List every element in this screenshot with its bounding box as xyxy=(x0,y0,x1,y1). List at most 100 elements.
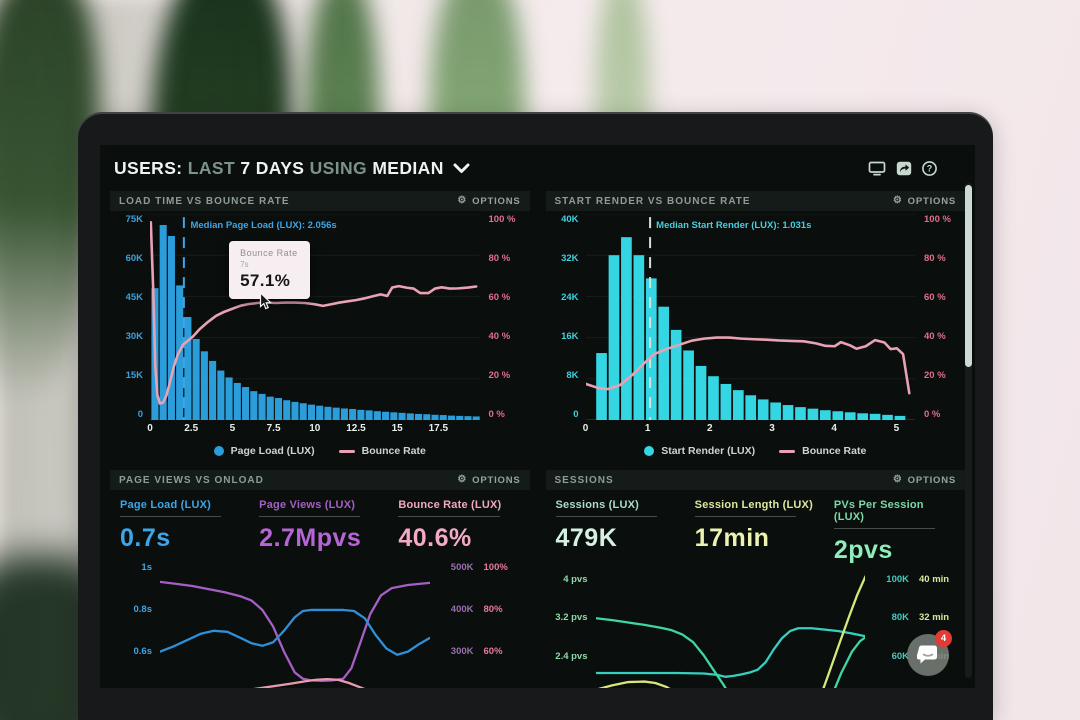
x-axis-label: 4 xyxy=(831,423,837,434)
y-axis-label-part: 60K xyxy=(891,650,909,662)
scrollbar-track[interactable] xyxy=(965,183,972,678)
y-axis-label: 3.2 pvs xyxy=(555,612,588,624)
title-segment: USERS: xyxy=(114,157,188,178)
y-axis-label: 45K xyxy=(125,292,143,303)
panel-title: PAGE VIEWS VS ONLOAD xyxy=(119,474,264,486)
median-annotation: Median Start Render (LUX): 1.031s xyxy=(656,220,812,232)
x-axis-label: 3 xyxy=(769,423,775,434)
gear-icon: ⚙ xyxy=(892,195,903,206)
notification-badge: 4 xyxy=(935,630,952,647)
y-axis-label-part: 20 % xyxy=(488,370,511,381)
tooltip-title: Bounce Rate xyxy=(240,247,298,258)
panel-title: START RENDER VS BOUNCE RATE xyxy=(554,195,751,207)
panel-title: SESSIONS xyxy=(554,474,614,486)
y-axis-label: 100 % xyxy=(489,214,516,225)
y-axis-label: 0.6s xyxy=(133,646,153,657)
legend-item[interactable]: Page Load (LUX) xyxy=(213,445,315,457)
y-axis-label: 75K xyxy=(125,214,143,225)
y-axis-label: 60K xyxy=(125,253,143,264)
y-axis-label: 0 % xyxy=(924,409,940,420)
y-axis-label: 500K 100% xyxy=(440,562,508,573)
x-axis-label: 0 xyxy=(147,423,153,434)
help-icon[interactable]: ? xyxy=(922,160,937,176)
x-axis-label: 15 xyxy=(391,423,403,434)
metric-label: Bounce Rate (LUX) xyxy=(398,499,502,511)
gear-icon: ⚙ xyxy=(892,474,903,485)
panel-title-bar: LOAD TIME VS BOUNCE RATE ⚙ OPTIONS xyxy=(110,191,530,211)
metric: PVs Per Session (LUX) 2pvs xyxy=(833,499,955,565)
metric: Sessions (LUX) 479K xyxy=(555,499,677,565)
y-axis-label: 4 pvs xyxy=(563,574,588,585)
scrollbar-thumb[interactable] xyxy=(965,185,972,367)
plot-area: Median Page Load (LUX): 2.056s Bounce Ra… xyxy=(150,214,480,420)
metric-underline xyxy=(694,516,796,517)
metric-underline xyxy=(259,516,361,517)
y-axis-label-part: 60 % xyxy=(488,292,511,303)
panel-title-bar: START RENDER VS BOUNCE RATE ⚙ OPTIONS xyxy=(545,191,965,211)
metric-value: 0.7s xyxy=(120,524,171,552)
y-axis-label: 80 % xyxy=(924,253,946,264)
users-range-dropdown[interactable]: USERS: LAST 7 DAYS USING MEDIAN xyxy=(114,158,470,179)
legend-item[interactable]: Bounce Rate xyxy=(779,445,866,457)
x-axis-label: 10 xyxy=(309,423,321,434)
display-icon[interactable] xyxy=(868,161,886,176)
y-axis-label-part: 60% xyxy=(483,646,503,657)
options-button[interactable]: ⚙ OPTIONS xyxy=(457,195,521,207)
metric-row: Sessions (LUX) 479K Session Length (LUX) 17… xyxy=(546,493,966,573)
panel-title-bar: PAGE VIEWS VS ONLOAD ⚙ OPTIONS xyxy=(110,470,530,490)
panel-title: LOAD TIME VS BOUNCE RATE xyxy=(119,195,290,207)
y-axis-label: 40K xyxy=(561,214,579,225)
metric: Page Load (LUX) 0.7s xyxy=(120,499,241,553)
metric-label: Sessions (LUX) xyxy=(555,499,639,511)
y-axis-label: 2.4 pvs xyxy=(555,650,588,662)
y-axis-label-part: 0 % xyxy=(924,409,941,420)
median-annotation: Median Page Load (LUX): 2.056s xyxy=(190,220,337,232)
chart-legend: Start Render (LUX) Bounce Rate xyxy=(546,439,966,463)
dot-marker xyxy=(213,446,224,456)
y-axis-label-part: 40 % xyxy=(488,331,511,342)
options-button[interactable]: ⚙ OPTIONS xyxy=(892,195,956,207)
y-axis-label: 15K xyxy=(125,370,143,381)
legend-item[interactable]: Start Render (LUX) xyxy=(644,445,755,457)
title-segment: MEDIAN xyxy=(372,157,444,178)
histogram-chart xyxy=(150,214,480,420)
y-axis-label: 0 % xyxy=(489,409,505,420)
line-chart xyxy=(596,573,866,688)
options-button[interactable]: ⚙ OPTIONS xyxy=(457,474,521,486)
legend-label: Start Render (LUX) xyxy=(661,445,756,457)
tooltip-subtitle: 7s xyxy=(240,259,249,269)
y-axis-label-part: 80K xyxy=(891,612,909,624)
line-marker xyxy=(338,449,355,453)
chat-widget-button[interactable]: 4 xyxy=(907,630,952,676)
dot-marker xyxy=(644,446,655,456)
plot-area xyxy=(160,561,430,688)
panel-load-time-vs-bounce-rate: LOAD TIME VS BOUNCE RATE ⚙ OPTIONS 75K 60K… xyxy=(110,191,530,463)
y-axis-label: 1s xyxy=(141,562,152,573)
options-button[interactable]: ⚙ OPTIONS xyxy=(892,474,956,486)
x-axis-label: 5 xyxy=(893,423,900,434)
x-axis: 0 1 2 3 4 5 xyxy=(583,423,916,439)
legend-item[interactable]: Bounce Rate xyxy=(338,445,426,457)
chevron-down-icon xyxy=(453,163,470,173)
metric-value: 2pvs xyxy=(833,536,893,564)
gear-icon: ⚙ xyxy=(457,474,468,485)
y-axis-label-part: 400K xyxy=(450,604,474,615)
line-marker xyxy=(779,449,796,453)
metric-value: 479K xyxy=(555,524,618,552)
y-axis-label: 0 xyxy=(573,409,579,420)
y-axis-label: 8K xyxy=(566,370,579,381)
metric-underline xyxy=(120,516,222,517)
y-axis-label: 32K xyxy=(561,253,579,264)
share-icon[interactable] xyxy=(896,161,912,176)
x-axis-label: 5 xyxy=(229,423,236,434)
x-axis-label: 2.5 xyxy=(184,423,199,434)
title-segment: 7 DAYS xyxy=(240,157,310,178)
laptop: USERS: LAST 7 DAYS USING MEDIAN ? LOAD T… xyxy=(78,112,993,720)
y-axis-label: 400K 80% xyxy=(440,604,503,615)
x-axis: 0 2.5 5 7.5 10 12.5 15 17.5 xyxy=(147,423,480,439)
y-axis-label-part: 100 % xyxy=(488,214,516,225)
y-axis-label-part: 0 % xyxy=(488,409,505,420)
chart-legend: Page Load (LUX) Bounce Rate xyxy=(110,439,530,463)
y-axis-right: 100 % 80 % 60 % 40 % 20 % 0 % xyxy=(480,214,530,420)
